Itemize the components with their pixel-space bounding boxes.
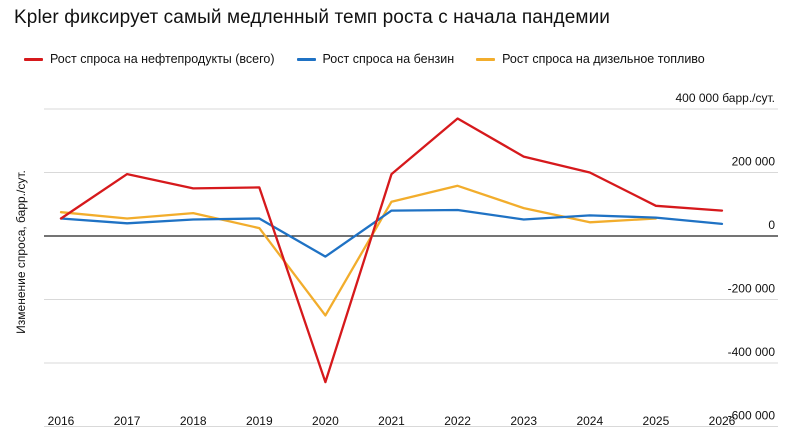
- x-tick-label-3: 2019: [246, 414, 273, 428]
- x-tick-label-2: 2018: [180, 414, 207, 428]
- legend-item-total: Рост спроса на нефтепродукты (всего): [24, 52, 275, 66]
- series-line-1: [59, 208, 724, 258]
- y-tick-label-0: 400 000 барр./сут.: [676, 91, 776, 105]
- chart-title: Kpler фиксирует самый медленный темп рос…: [14, 7, 611, 28]
- y-tick-labels: 400 000 барр./сут. 200 000 0 -200 000 -400 0…: [676, 91, 776, 423]
- x-tick-labels: 2016 2017 2018 2019 2020 2021 2022 2023 2024 2025…: [48, 414, 736, 428]
- y-axis-label: Изменение спроса, барр./сут.: [14, 170, 28, 334]
- y-tick-label-2: 0: [768, 218, 775, 232]
- y-tick-label-5: -600 000: [728, 409, 776, 423]
- series-lines: [59, 117, 724, 384]
- x-tick-label-5: 2021: [378, 414, 405, 428]
- x-tick-label-8: 2024: [576, 414, 603, 428]
- x-tick-label-1: 2017: [114, 414, 141, 428]
- legend-label-gasoline: Рост спроса на бензин: [322, 52, 455, 66]
- x-tick-label-0: 2016: [48, 414, 75, 428]
- x-tick-label-4: 2020: [312, 414, 339, 428]
- y-tick-label-3: -200 000: [728, 282, 776, 296]
- gridlines: [44, 108, 778, 427]
- legend: Рост спроса на нефтепродукты (всего) Рос…: [24, 52, 727, 66]
- x-tick-label-9: 2025: [643, 414, 670, 428]
- y-tick-label-4: -400 000: [728, 345, 776, 359]
- legend-label-total: Рост спроса на нефтепродукты (всего): [50, 52, 275, 66]
- x-tick-label-10: 2026: [709, 414, 736, 428]
- y-tick-label-1: 200 000: [732, 155, 776, 169]
- x-tick-label-7: 2023: [510, 414, 537, 428]
- legend-label-diesel: Рост спроса на дизельное топливо: [502, 52, 705, 66]
- x-tick-label-6: 2022: [444, 414, 471, 428]
- legend-swatch-total: [24, 57, 43, 61]
- legend-item-diesel: Рост спроса на дизельное топливо: [476, 52, 705, 66]
- legend-item-gasoline: Рост спроса на бензин: [296, 52, 455, 66]
- series-line-0: [59, 117, 724, 384]
- legend-swatch-diesel: [476, 57, 496, 61]
- series-line-2: [59, 184, 658, 317]
- legend-swatch-gasoline: [296, 57, 316, 61]
